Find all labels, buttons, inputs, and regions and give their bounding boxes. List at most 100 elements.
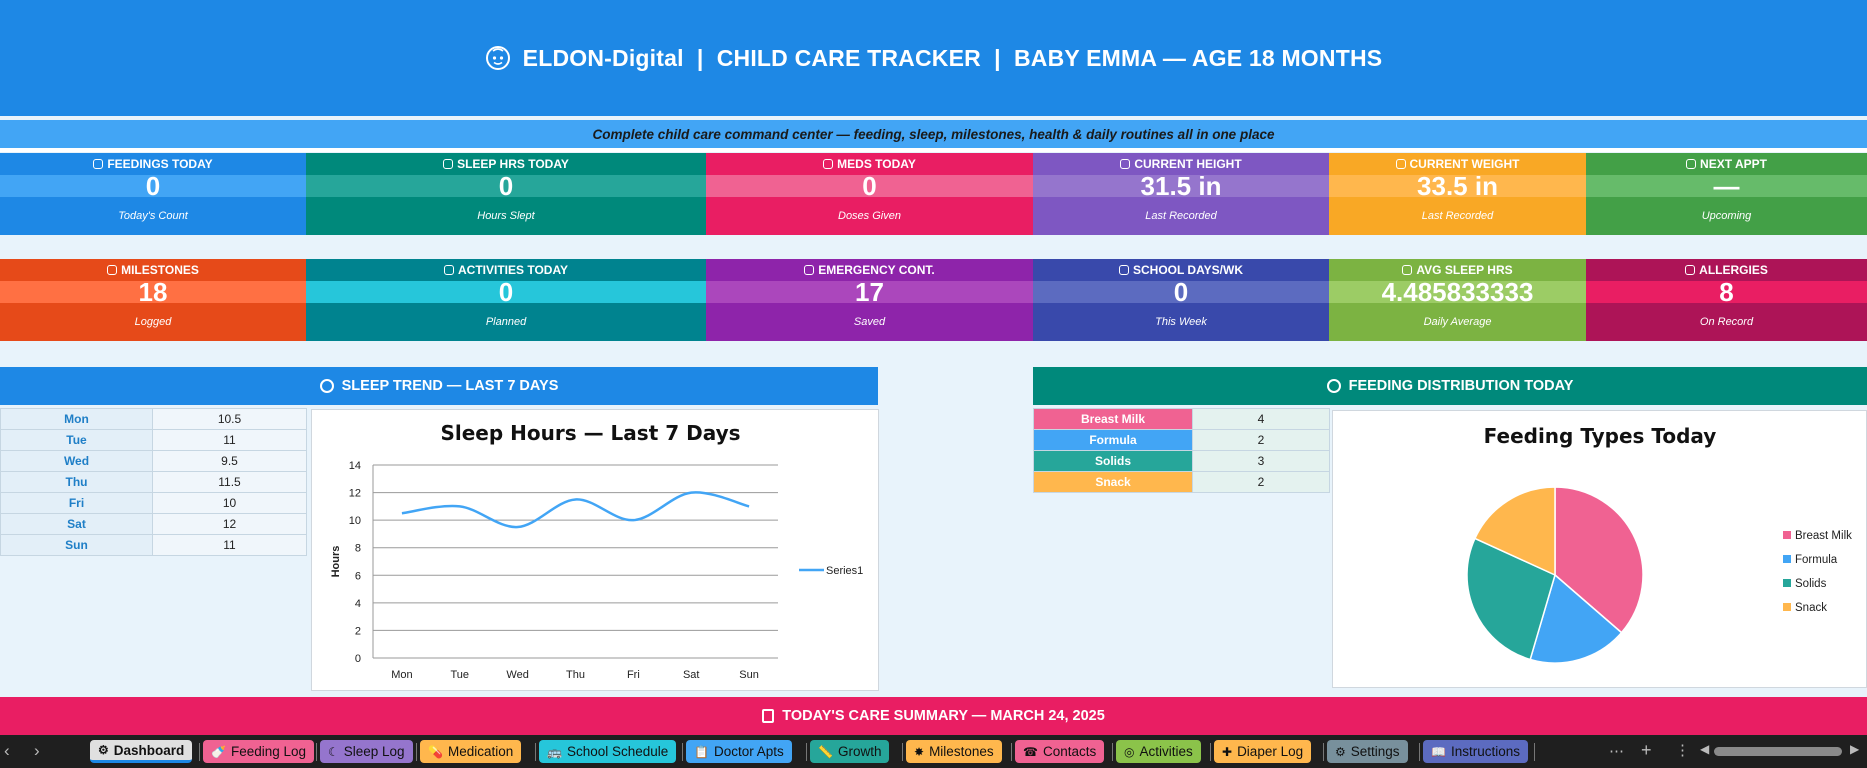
tab-school-schedule[interactable]: 🚌 School Schedule	[539, 740, 677, 763]
tab-separator	[199, 743, 200, 761]
tab-sleep-log[interactable]: ☾ Sleep Log	[320, 740, 413, 763]
tab-diaper-log[interactable]: ✚ Diaper Log	[1214, 740, 1312, 763]
tab-contacts[interactable]: ☎ Contacts	[1015, 740, 1105, 763]
feeding-count-cell[interactable]: 2	[1192, 429, 1330, 451]
tab-separator	[316, 743, 317, 761]
tab-separator	[416, 743, 417, 761]
legend-label: Snack	[1795, 602, 1827, 614]
sleep-day-cell[interactable]: Tue	[0, 429, 153, 451]
feeding-type-cell[interactable]: Solids	[1033, 450, 1193, 472]
pie-slice	[1466, 537, 1556, 661]
legend-label: Series1	[826, 565, 863, 577]
hscroll-left-icon[interactable]: ◀	[1700, 742, 1710, 756]
hscroll-right-icon[interactable]: ▶	[1850, 742, 1860, 756]
kpi-caption: Last Recorded	[1421, 210, 1494, 222]
y-tick-label: 14	[349, 460, 361, 472]
tab-label: Feeding Log	[230, 744, 307, 759]
kpi-card-feedings-today: FEEDINGS TODAY 0 Today's Count	[0, 153, 306, 235]
tab-activities[interactable]: ◎ Activities	[1116, 740, 1201, 763]
tab-separator	[806, 743, 807, 761]
kpi-card-emergency-cont: EMERGENCY CONT. 17 Saved	[706, 259, 1033, 341]
sleep-hours-cell[interactable]: 11	[152, 429, 307, 451]
scroll-right-icon[interactable]: ›	[34, 741, 40, 760]
horizontal-scrollbar[interactable]	[1714, 747, 1842, 756]
kpi-value: 0	[0, 171, 306, 201]
clipboard-icon	[762, 709, 775, 723]
bus-icon: 🚌	[547, 744, 562, 759]
kpi-label: MILESTONES	[0, 259, 306, 281]
sleep-hours-cell[interactable]: 12	[152, 513, 307, 535]
legend-label: Formula	[1795, 554, 1838, 566]
kpi-label: CURRENT WEIGHT	[1329, 153, 1586, 175]
table-row: Wed 9.5	[0, 450, 307, 472]
kpi-value: 4.485833333	[1329, 277, 1586, 307]
feeding-distribution-header: FEEDING DISTRIBUTION TODAY	[1033, 367, 1867, 405]
kpi-label-text: CURRENT HEIGHT	[1134, 157, 1242, 171]
kpi-label-text: SLEEP HRS TODAY	[457, 157, 569, 171]
feeding-count-cell[interactable]: 3	[1192, 450, 1330, 472]
sleep-day-cell[interactable]: Fri	[0, 492, 153, 514]
sleep-hours-cell[interactable]: 11	[152, 534, 307, 556]
sleep-hours-cell[interactable]: 11.5	[152, 471, 307, 493]
kpi-value: —	[1586, 171, 1867, 201]
kpi-value: 0	[306, 171, 706, 201]
feeding-type-cell[interactable]: Formula	[1033, 429, 1193, 451]
tab-milestones[interactable]: ✸ Milestones	[906, 740, 1002, 763]
x-tick-label: Tue	[451, 669, 470, 681]
kpi-value: 33.5 in	[1329, 171, 1586, 201]
feeding-type-cell[interactable]: Breast Milk	[1033, 408, 1193, 430]
kpi-label: SCHOOL DAYS/WK	[1033, 259, 1329, 281]
x-tick-label: Thu	[566, 669, 585, 681]
sleep-hours-cell[interactable]: 10	[152, 492, 307, 514]
sleep-day-cell[interactable]: Mon	[0, 408, 153, 430]
x-tick-label: Wed	[506, 669, 528, 681]
table-row: Formula 2	[1033, 429, 1330, 451]
sleep-line-chart-svg: Sleep Hours — Last 7 Days 0 2 4 6 8 10 12 14 Mon T…	[330, 421, 863, 681]
legend-label: Solids	[1795, 578, 1827, 590]
feeding-count-cell[interactable]: 2	[1192, 471, 1330, 493]
tab-feeding-log[interactable]: 🍼 Feeding Log	[203, 740, 315, 763]
ruler-icon: 📏	[818, 744, 833, 759]
sleep-day-cell[interactable]: Sun	[0, 534, 153, 556]
y-tick-label: 8	[355, 543, 361, 555]
kpi-value: 0	[706, 171, 1033, 201]
calendar-icon	[443, 265, 454, 275]
allergy-icon	[1685, 265, 1696, 275]
feeding-count-cell[interactable]: 4	[1192, 408, 1330, 430]
sleep-hours-cell[interactable]: 10.5	[152, 408, 307, 430]
feeding-distribution-title: FEEDING DISTRIBUTION TODAY	[1348, 378, 1574, 394]
kpi-label-text: AVG SLEEP HRS	[1416, 263, 1513, 277]
phone-icon	[804, 265, 815, 275]
add-sheet-icon[interactable]: +	[1641, 740, 1652, 760]
sleep-day-cell[interactable]: Wed	[0, 450, 153, 472]
tab-instructions[interactable]: 📖 Instructions	[1423, 740, 1528, 763]
kpi-card-activities-today: ACTIVITIES TODAY 0 Planned	[306, 259, 706, 341]
baby-face-icon	[485, 46, 510, 70]
feeding-type-cell[interactable]: Snack	[1033, 471, 1193, 493]
kpi-label: ACTIVITIES TODAY	[306, 259, 706, 281]
more-sheets-icon[interactable]: ⋯	[1609, 743, 1624, 760]
sleep-icon: ☾	[328, 744, 339, 759]
bandage-icon: ✚	[1222, 744, 1233, 759]
tab-separator	[682, 743, 683, 761]
sleep-day-cell[interactable]: Thu	[0, 471, 153, 493]
sleep-hours-cell[interactable]: 9.5	[152, 450, 307, 472]
sleep-day-cell[interactable]: Sat	[0, 513, 153, 535]
subtitle-text: Complete child care command center — fee…	[592, 126, 1275, 142]
scroll-left-icon[interactable]: ‹	[4, 741, 10, 760]
sheet-menu-icon[interactable]: ⋮	[1675, 742, 1690, 759]
school-icon	[1118, 265, 1129, 275]
tab-settings[interactable]: ⚙ Settings	[1327, 740, 1408, 763]
kpi-card-avg-sleep-hrs: AVG SLEEP HRS 4.485833333 Daily Average	[1329, 259, 1586, 341]
kpi-label-text: EMERGENCY CONT.	[818, 263, 935, 277]
kpi-label-text: MEDS TODAY	[837, 157, 916, 171]
tab-doctor-apts[interactable]: 📋 Doctor Apts	[686, 740, 792, 763]
tab-growth[interactable]: 📏 Growth	[810, 740, 890, 763]
y-tick-label: 0	[355, 653, 361, 665]
kpi-value: 17	[706, 277, 1033, 307]
tab-dashboard[interactable]: ⚙ Dashboard	[90, 740, 193, 763]
kpi-card-next-appt: NEXT APPT — Upcoming	[1586, 153, 1867, 235]
tab-medication[interactable]: 💊 Medication	[420, 740, 522, 763]
sleep-icon	[319, 379, 334, 393]
chart-title: Sleep Hours — Last 7 Days	[440, 421, 740, 445]
